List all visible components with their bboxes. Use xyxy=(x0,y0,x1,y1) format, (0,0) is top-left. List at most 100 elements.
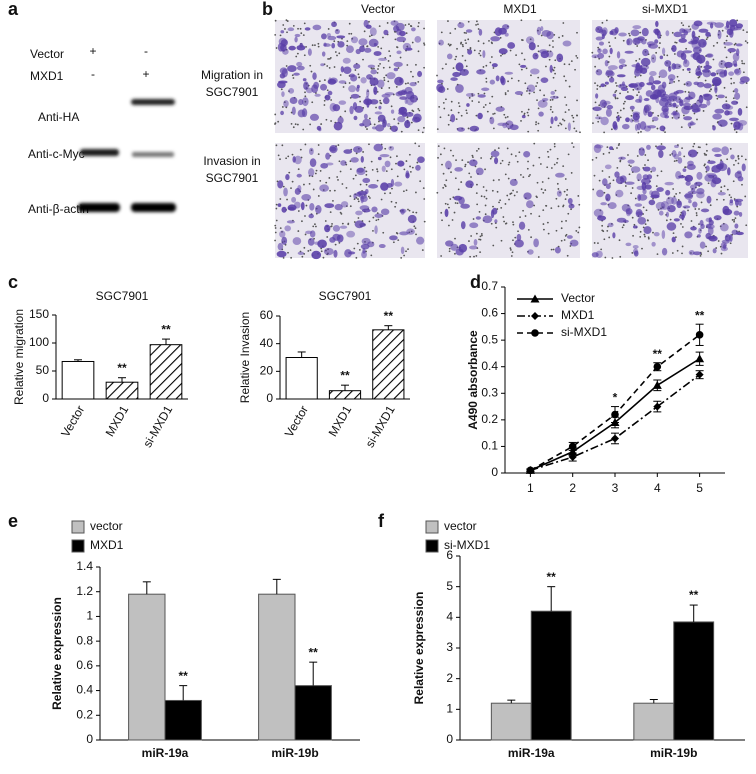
pore xyxy=(489,157,492,160)
cell xyxy=(541,97,549,102)
pore xyxy=(357,198,359,200)
cell xyxy=(292,156,296,163)
cell xyxy=(467,49,473,55)
pore xyxy=(682,24,685,27)
pore xyxy=(302,128,305,131)
pore xyxy=(477,28,480,30)
cell xyxy=(715,68,726,75)
pore xyxy=(328,67,331,69)
pore xyxy=(496,190,499,193)
pore xyxy=(622,224,625,226)
pore xyxy=(323,104,326,106)
y-tick-label: 0.2 xyxy=(76,707,93,721)
pore xyxy=(527,130,530,133)
cell xyxy=(317,239,327,249)
cell xyxy=(603,100,611,105)
pore xyxy=(672,232,675,235)
pore xyxy=(595,156,598,159)
panel-label: b xyxy=(262,0,273,19)
pore xyxy=(447,114,450,117)
pore xyxy=(443,107,446,110)
pore xyxy=(443,147,446,150)
cell xyxy=(706,21,717,25)
cell xyxy=(280,30,285,34)
cell xyxy=(336,35,346,39)
pore xyxy=(671,252,674,254)
cell xyxy=(540,77,549,83)
pore xyxy=(277,120,280,123)
pore xyxy=(560,220,563,223)
pore xyxy=(530,74,532,77)
pore xyxy=(693,142,696,145)
cell xyxy=(636,173,642,181)
row-label: Vector xyxy=(30,47,64,61)
cell xyxy=(597,52,605,59)
y-tick-label: 0.8 xyxy=(76,633,93,647)
pore xyxy=(700,65,703,68)
pore xyxy=(416,161,419,164)
pore xyxy=(553,95,555,98)
pore xyxy=(448,206,450,209)
pore xyxy=(516,191,518,193)
pore xyxy=(572,116,575,119)
cell xyxy=(395,22,405,32)
pore xyxy=(379,62,381,65)
cell xyxy=(309,230,316,238)
pore xyxy=(571,142,574,145)
cell xyxy=(329,144,338,154)
pore xyxy=(602,153,605,155)
sign: + xyxy=(89,44,96,58)
cell xyxy=(367,64,376,68)
cell xyxy=(647,111,653,118)
marker xyxy=(653,362,662,371)
pore xyxy=(291,180,294,183)
cell xyxy=(667,204,676,213)
bar xyxy=(149,344,183,400)
pore xyxy=(376,71,379,74)
pore xyxy=(492,113,495,115)
cell xyxy=(698,28,709,33)
cell xyxy=(369,99,379,105)
cell xyxy=(728,71,735,76)
pore xyxy=(688,71,691,74)
pore xyxy=(720,60,723,63)
pore xyxy=(347,223,350,226)
cell xyxy=(384,92,395,96)
cell xyxy=(595,36,604,41)
pore xyxy=(286,31,288,34)
cell xyxy=(384,160,391,168)
cell xyxy=(662,108,669,116)
pore xyxy=(302,34,305,37)
cell xyxy=(504,71,514,75)
pore xyxy=(744,40,747,42)
cell xyxy=(305,230,313,235)
pore xyxy=(376,179,379,182)
pore xyxy=(286,20,289,22)
y-tick-label: 0 xyxy=(446,732,453,746)
cell xyxy=(624,181,635,185)
cell xyxy=(333,249,338,258)
marker xyxy=(695,354,705,363)
cell xyxy=(675,171,682,180)
pore xyxy=(395,201,398,204)
cell xyxy=(383,29,389,36)
pore xyxy=(575,130,578,133)
pore xyxy=(725,100,728,103)
cell xyxy=(352,146,363,153)
cell xyxy=(400,246,405,255)
cell xyxy=(298,98,304,106)
cell xyxy=(682,205,691,209)
pore xyxy=(466,112,468,115)
pore xyxy=(467,127,470,130)
pore xyxy=(341,183,344,185)
pore xyxy=(675,159,678,162)
cell xyxy=(313,81,320,89)
pore xyxy=(370,254,373,257)
cell xyxy=(672,102,677,108)
pore xyxy=(544,189,547,191)
pore xyxy=(594,82,596,85)
pore xyxy=(510,77,513,80)
cell xyxy=(455,62,464,72)
cell xyxy=(323,247,334,256)
pore xyxy=(604,256,607,259)
